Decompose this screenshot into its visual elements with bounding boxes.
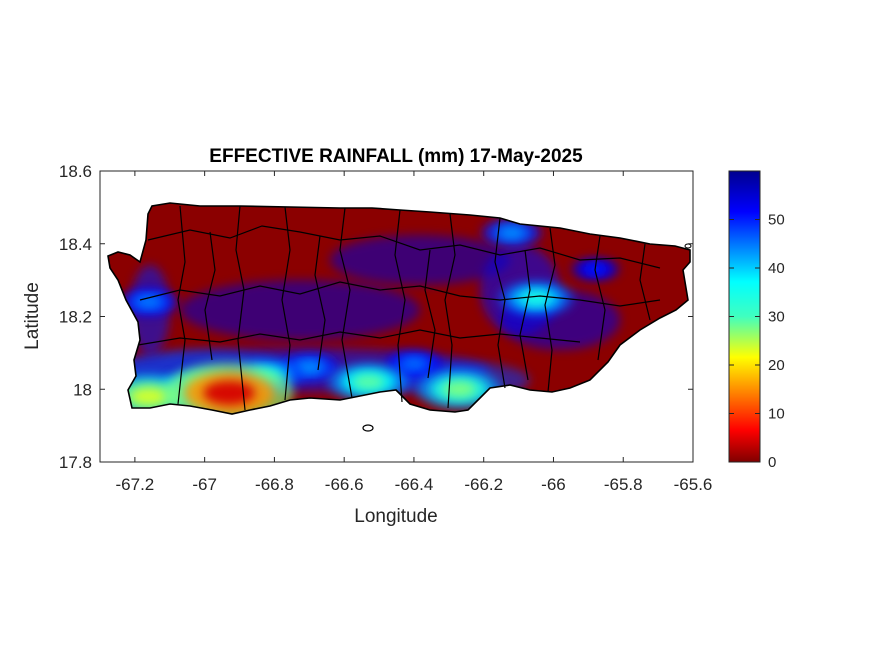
caja-de-muertos-islet: [362, 424, 374, 432]
municipality-boundary: [314, 235, 326, 371]
colorbar-tick-label: 0: [768, 454, 776, 471]
rainfall-band: [330, 235, 510, 285]
x-axis: -67.2 -67 -66.8 -66.6 -66.4 -66.2 -66 -65.8 -65.…: [116, 171, 713, 494]
municipality-boundary: [204, 231, 216, 361]
rainfall-hotspot: [352, 374, 385, 390]
rainfall-hotspot: [130, 387, 168, 406]
municipality-boundary: [177, 205, 186, 405]
y-tick-label: 17.8: [59, 453, 92, 472]
island-coastline: [107, 202, 691, 415]
municipality-boundary: [235, 205, 246, 411]
municipality-boundary: [544, 227, 556, 393]
rainfall-hotspot: [442, 381, 477, 398]
colorbar-tick-label: 40: [768, 260, 785, 277]
municipality-boundary: [137, 329, 581, 346]
municipality-boundary: [339, 207, 353, 399]
x-tick-label: -65.8: [604, 475, 643, 494]
rainfall-heat-layer: [108, 203, 690, 414]
x-tick-label: -66.8: [255, 475, 294, 494]
municipality-boundary: [519, 249, 531, 381]
colorbar: [728, 170, 761, 463]
y-axis: 17.8 18 18.2 18.4 18.6: [59, 162, 693, 472]
municipality-boundary: [281, 206, 291, 401]
municipality-boundary: [147, 225, 661, 269]
y-tick-label: 18.2: [59, 308, 92, 327]
rainfall-hotspot: [499, 227, 524, 239]
municipality-boundary: [139, 281, 661, 307]
y-tick-label: 18.4: [59, 235, 92, 254]
x-tick-label: -66.4: [395, 475, 434, 494]
municipality-boundary: [639, 243, 651, 321]
municipality-boundary: [594, 235, 606, 361]
municipality-boundary: [394, 209, 406, 403]
chart-title: EFFECTIVE RAINFALL (mm) 17-May-2025: [209, 146, 583, 167]
municipality-boundary: [494, 217, 506, 389]
municipality-boundary: [424, 249, 436, 379]
colorbar-tick-label: 30: [768, 309, 785, 326]
x-axis-label: Longitude: [354, 506, 437, 527]
x-tick-label: -66: [541, 475, 566, 494]
colorbar-ticks: 0 10 20 30 40 50: [729, 212, 785, 471]
y-axis-label: Latitude: [22, 282, 43, 350]
rainfall-hotspot: [203, 380, 255, 405]
x-tick-label: -67: [192, 475, 217, 494]
x-tick-label: -67.2: [116, 475, 155, 494]
x-tick-label: -65.6: [674, 475, 713, 494]
x-tick-label: -66.6: [325, 475, 364, 494]
y-tick-label: 18.6: [59, 162, 92, 181]
colorbar-tick-label: 20: [768, 357, 785, 374]
municipality-boundary: [444, 213, 456, 409]
x-tick-label: -66.2: [464, 475, 503, 494]
rainfall-hotspot: [297, 361, 322, 374]
y-tick-label: 18: [73, 380, 92, 399]
colorbar-tick-label: 50: [768, 212, 785, 229]
colorbar-tick-label: 10: [768, 406, 785, 423]
coastline: [107, 202, 692, 432]
rainfall-hotspot: [402, 358, 426, 370]
municipality-boundaries: [137, 205, 661, 411]
